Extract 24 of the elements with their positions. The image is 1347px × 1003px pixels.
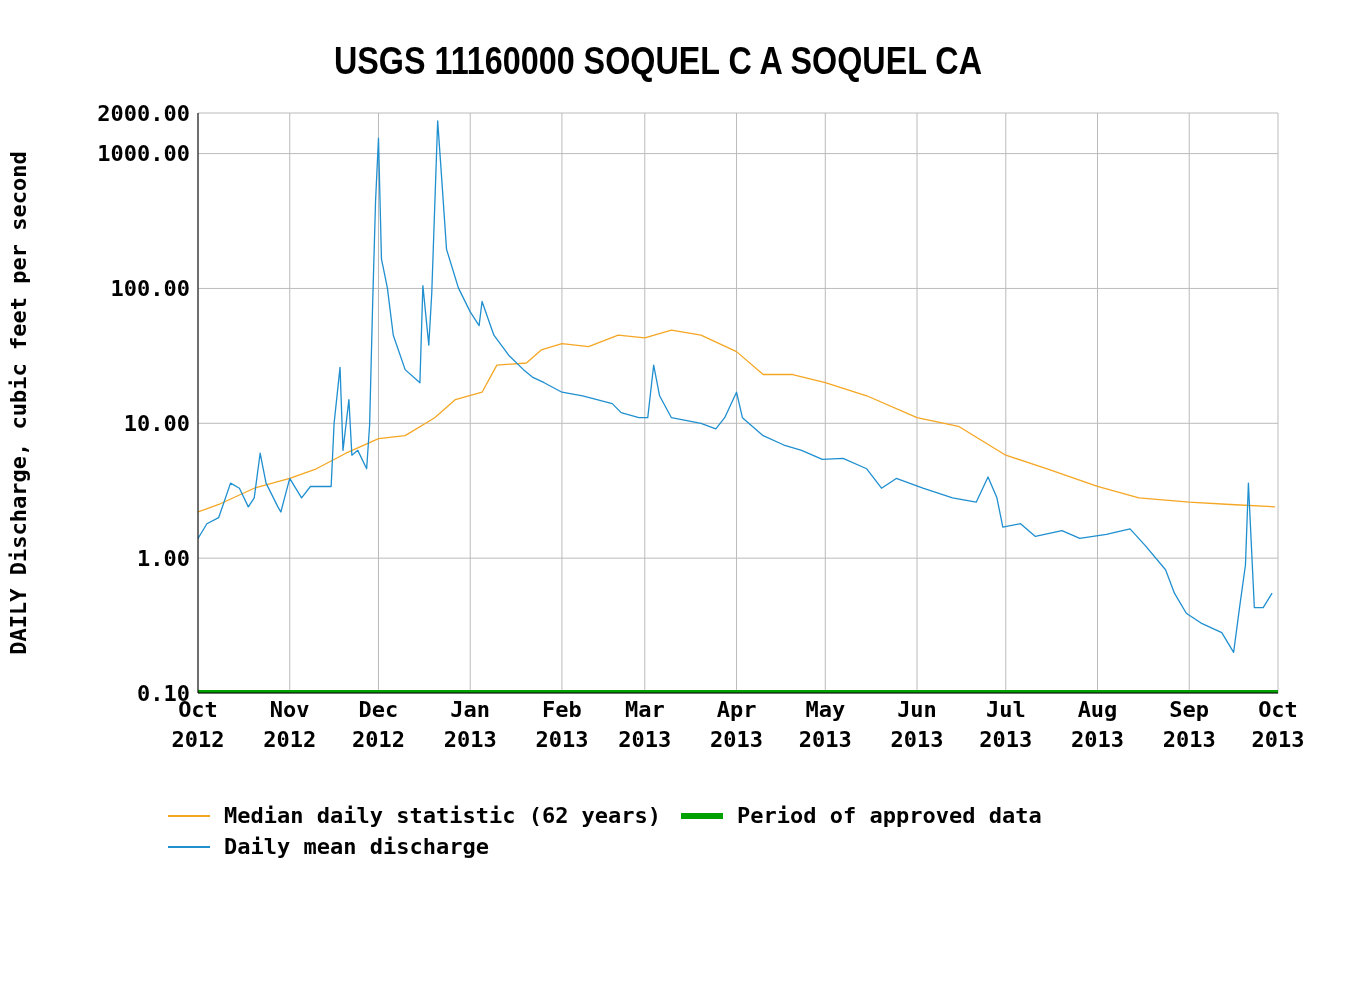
x-tick-label: Jun 2013 xyxy=(890,697,944,752)
x-tick-label: Dec 2012 xyxy=(352,697,405,752)
y-tick-label: 2000.00 xyxy=(97,100,190,126)
line-series xyxy=(198,329,1276,513)
legend-label: Median daily statistic (62 years) xyxy=(224,803,662,828)
x-tick-label: Jan 2013 xyxy=(443,697,497,752)
y-tick-label: 1.00 xyxy=(137,545,190,571)
x-tick-label: Jul 2013 xyxy=(979,697,1033,752)
x-tick-label: Aug 2013 xyxy=(1071,697,1124,752)
x-tick-label: Apr 2013 xyxy=(710,697,764,752)
x-tick-label: May 2013 xyxy=(798,697,852,752)
x-tick-label: Feb 2013 xyxy=(535,697,589,752)
line-series xyxy=(198,120,1273,654)
legend-label: Period of approved data xyxy=(737,803,1042,828)
legend-label: Daily mean discharge xyxy=(224,834,489,859)
y-axis-title: DAILY Discharge, cubic feet per second xyxy=(5,151,31,655)
y-tick-label: 10.00 xyxy=(123,411,190,437)
y-tick-label: 1000.00 xyxy=(97,141,190,167)
y-tick-label: 100.00 xyxy=(110,276,190,302)
x-tick-label: Sep 2013 xyxy=(1162,697,1216,752)
x-tick-label: Oct 2013 xyxy=(1251,697,1305,752)
chart-title: USGS 11160000 SOQUEL C A SOQUEL CA xyxy=(332,40,983,83)
x-tick-label: Mar 2013 xyxy=(618,697,672,752)
x-tick-label: Nov 2012 xyxy=(263,697,317,752)
